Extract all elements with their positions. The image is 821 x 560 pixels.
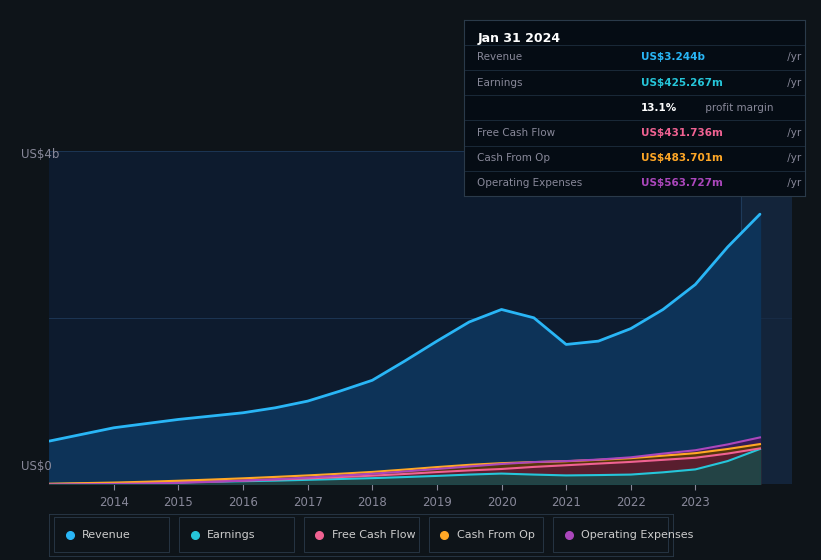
Bar bbox=[741, 151, 792, 484]
Text: Earnings: Earnings bbox=[207, 530, 255, 539]
Text: Jan 31 2024: Jan 31 2024 bbox=[478, 32, 561, 45]
Text: US$3.244b: US$3.244b bbox=[641, 53, 705, 62]
Text: Revenue: Revenue bbox=[82, 530, 131, 539]
Text: Free Cash Flow: Free Cash Flow bbox=[332, 530, 415, 539]
Text: US$425.267m: US$425.267m bbox=[641, 78, 723, 87]
Text: /yr: /yr bbox=[784, 128, 801, 138]
Text: US$4b: US$4b bbox=[21, 148, 59, 161]
Text: Cash From Op: Cash From Op bbox=[456, 530, 534, 539]
Text: /yr: /yr bbox=[784, 53, 801, 62]
Text: Free Cash Flow: Free Cash Flow bbox=[478, 128, 556, 138]
Text: /yr: /yr bbox=[784, 179, 801, 188]
Text: US$563.727m: US$563.727m bbox=[641, 179, 723, 188]
Text: US$0: US$0 bbox=[21, 460, 51, 473]
Text: Operating Expenses: Operating Expenses bbox=[581, 530, 694, 539]
Text: /yr: /yr bbox=[784, 78, 801, 87]
Text: profit margin: profit margin bbox=[702, 103, 774, 113]
Text: US$483.701m: US$483.701m bbox=[641, 153, 723, 163]
Text: 13.1%: 13.1% bbox=[641, 103, 677, 113]
Text: /yr: /yr bbox=[784, 153, 801, 163]
Text: US$431.736m: US$431.736m bbox=[641, 128, 723, 138]
Text: Revenue: Revenue bbox=[478, 53, 523, 62]
Text: Earnings: Earnings bbox=[478, 78, 523, 87]
Text: Operating Expenses: Operating Expenses bbox=[478, 179, 583, 188]
Text: Cash From Op: Cash From Op bbox=[478, 153, 551, 163]
